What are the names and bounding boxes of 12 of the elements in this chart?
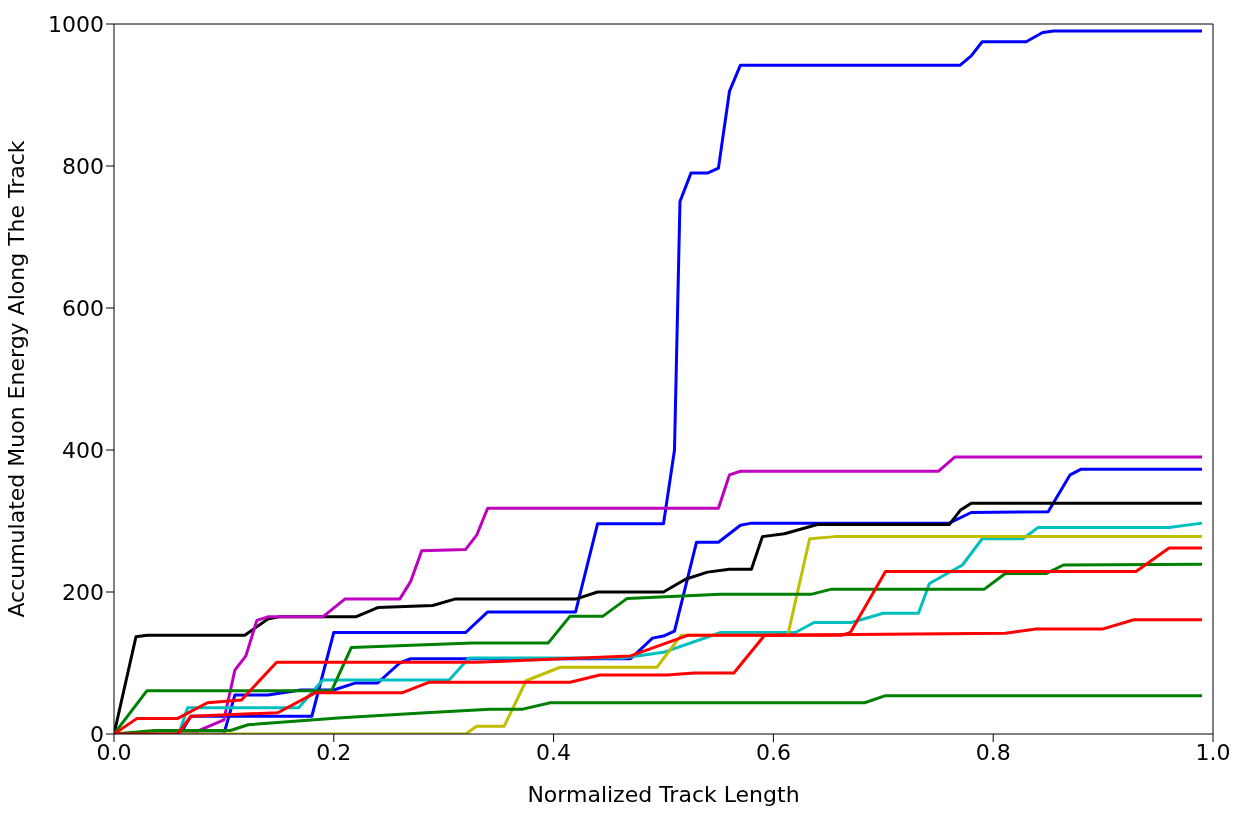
y-tick-label: 600 xyxy=(62,295,104,321)
y-tick-label: 800 xyxy=(62,153,104,179)
x-axis-title: Normalized Track Length xyxy=(527,782,800,807)
y-tick-label: 1000 xyxy=(48,11,104,37)
y-tick-label: 200 xyxy=(62,579,104,605)
x-tick-label: 1.0 xyxy=(1195,739,1231,765)
x-tick-label: 0.4 xyxy=(536,739,572,765)
x-tick-label: 0.6 xyxy=(755,739,791,765)
y-tick-label: 400 xyxy=(62,437,104,463)
x-tick-label: 0.8 xyxy=(975,739,1011,765)
x-tick-label: 0.2 xyxy=(316,739,352,765)
y-axis-title: Accumulated Muon Energy Along The Track xyxy=(3,140,29,618)
